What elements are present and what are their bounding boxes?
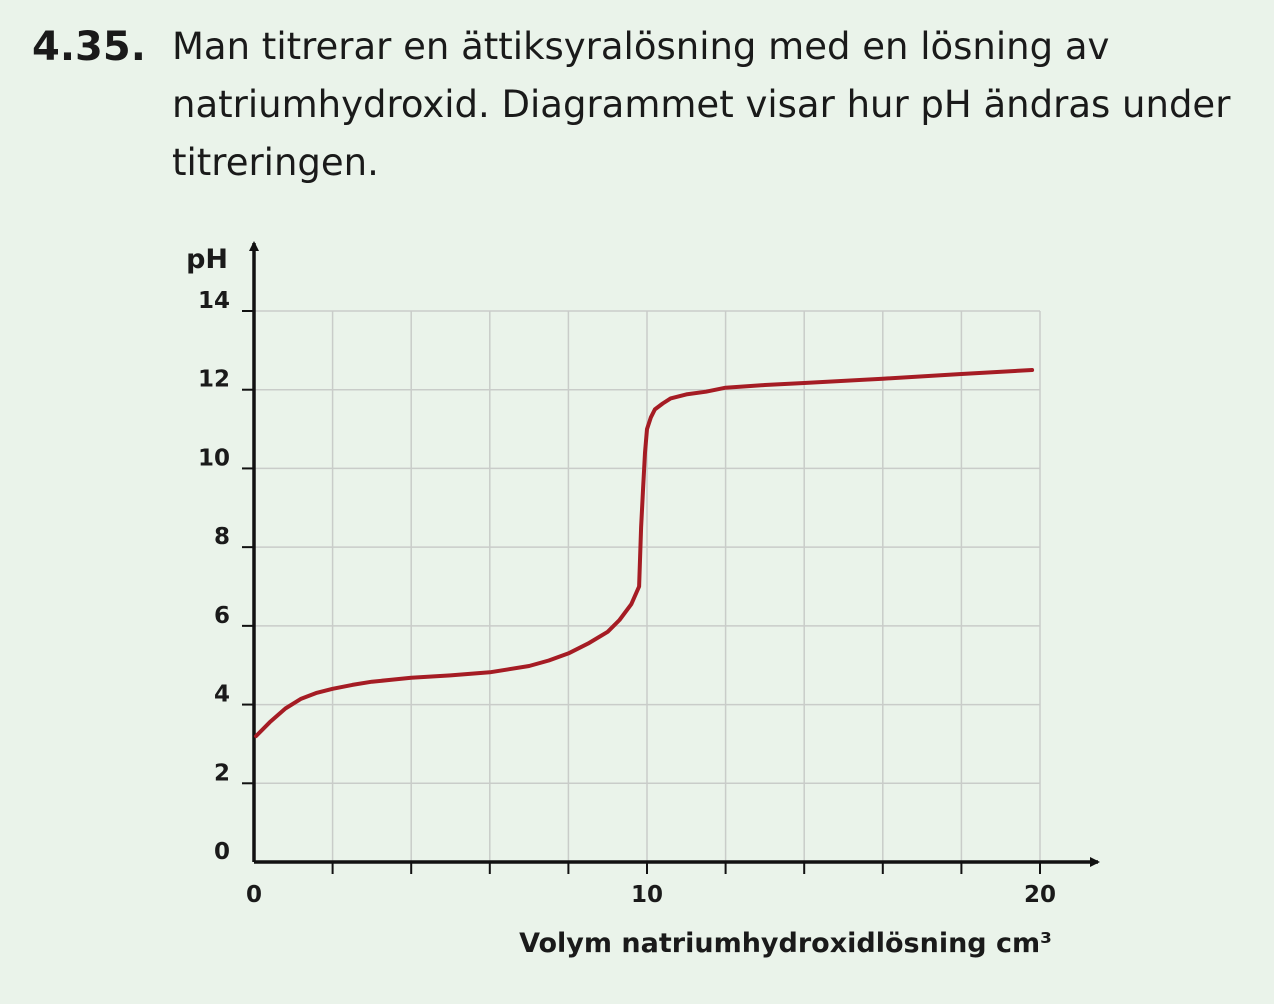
tick-labels: 0 2 4 6 8 10 12 14 0 10 20 (198, 288, 1056, 908)
x-tick-label: 20 (1024, 882, 1056, 908)
grid (254, 310, 1041, 862)
titration-curve (254, 368, 1035, 739)
x-axis-label: Volym natriumhydroxidlösning cm³ (519, 928, 1052, 959)
y-tick-label: 4 (214, 682, 230, 708)
x-tick-label: 0 (246, 882, 262, 908)
y-tick-label: 6 (214, 603, 230, 629)
y-tick-label: 14 (198, 288, 230, 314)
curve-layer (254, 368, 1035, 739)
problem-number: 4.35. (32, 24, 146, 70)
y-tick-label: 0 (214, 839, 230, 865)
y-tick-label: 12 (198, 367, 230, 393)
y-tick-label: 2 (214, 760, 230, 786)
y-axis-label: pH (186, 244, 228, 275)
x-tick-label: 10 (631, 882, 663, 908)
ticks (242, 310, 1041, 874)
axes (249, 241, 1100, 867)
problem-text: Man titrerar en ättiksyralösning med en … (172, 25, 1231, 184)
y-tick-label: 10 (198, 445, 230, 471)
y-tick-label: 8 (214, 524, 230, 550)
